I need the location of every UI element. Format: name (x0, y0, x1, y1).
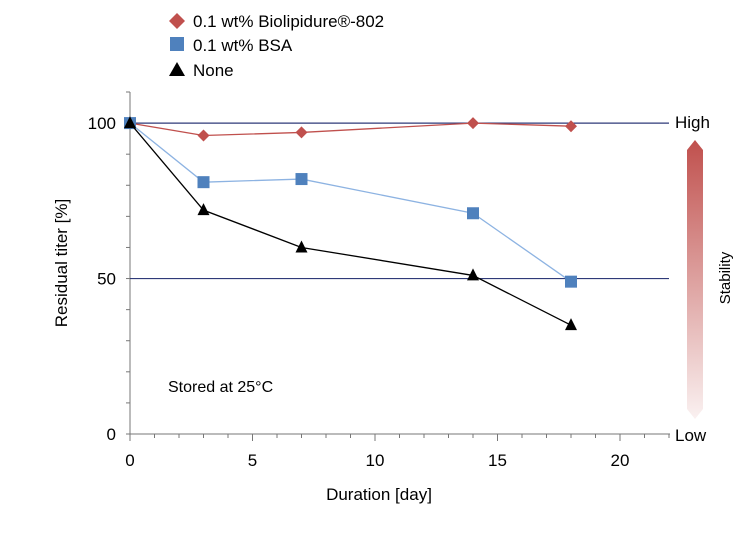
data-point (565, 120, 577, 133)
series-group (124, 116, 577, 331)
stability-low-label: Low (675, 426, 707, 445)
y-tick-label: 0 (107, 425, 116, 444)
data-point (467, 268, 479, 281)
data-point (197, 176, 210, 189)
data-point (565, 275, 577, 288)
legend-label-none: None (193, 61, 234, 80)
x-axis-label: Duration [day] (326, 485, 432, 504)
stability-high-label: High (675, 113, 710, 132)
stored-annotation: Stored at 25°C (168, 379, 273, 396)
legend-item-none: None (169, 61, 234, 80)
y-tick-label: 100 (88, 114, 116, 133)
data-point (295, 240, 308, 253)
series-2 (124, 116, 577, 331)
data-point (295, 126, 308, 139)
y-ticks: 0 50 100 (88, 91, 130, 444)
data-point (197, 129, 210, 142)
x-tick-label: 20 (611, 451, 630, 470)
series-line (129, 122, 572, 137)
y-axis-label: Residual titer [%] (52, 199, 71, 328)
series-1 (124, 117, 577, 288)
data-point (124, 116, 136, 129)
data-point (467, 117, 479, 130)
stability-arrow (687, 140, 703, 419)
x-tick-label: 10 (366, 451, 385, 470)
legend-item-bsa: 0.1 wt% BSA (170, 36, 293, 55)
legend-label-bsa: 0.1 wt% BSA (193, 36, 293, 55)
diamond-marker-icon (169, 13, 185, 29)
square-marker-icon (170, 37, 184, 51)
series-0 (124, 117, 577, 142)
x-tick-label: 15 (488, 451, 507, 470)
x-tick-label: 0 (125, 451, 134, 470)
series-line (129, 122, 572, 326)
data-point (197, 203, 210, 216)
data-point (295, 173, 308, 186)
x-ticks: 0 5 10 15 20 (125, 434, 670, 470)
legend-label-biolipidure: 0.1 wt% Biolipidure®-802 (193, 12, 384, 31)
stability-label: Stability (717, 251, 734, 304)
legend-item-biolipidure: 0.1 wt% Biolipidure®-802 (169, 12, 384, 31)
y-tick-label: 50 (97, 270, 116, 289)
triangle-marker-icon (169, 62, 185, 76)
reference-lines (130, 122, 669, 280)
data-point (565, 318, 577, 331)
data-point (467, 207, 479, 220)
legend: 0.1 wt% Biolipidure®-802 0.1 wt% BSA Non… (169, 12, 384, 80)
x-tick-label: 5 (248, 451, 257, 470)
stability-scale: High Low Stability (675, 113, 734, 445)
